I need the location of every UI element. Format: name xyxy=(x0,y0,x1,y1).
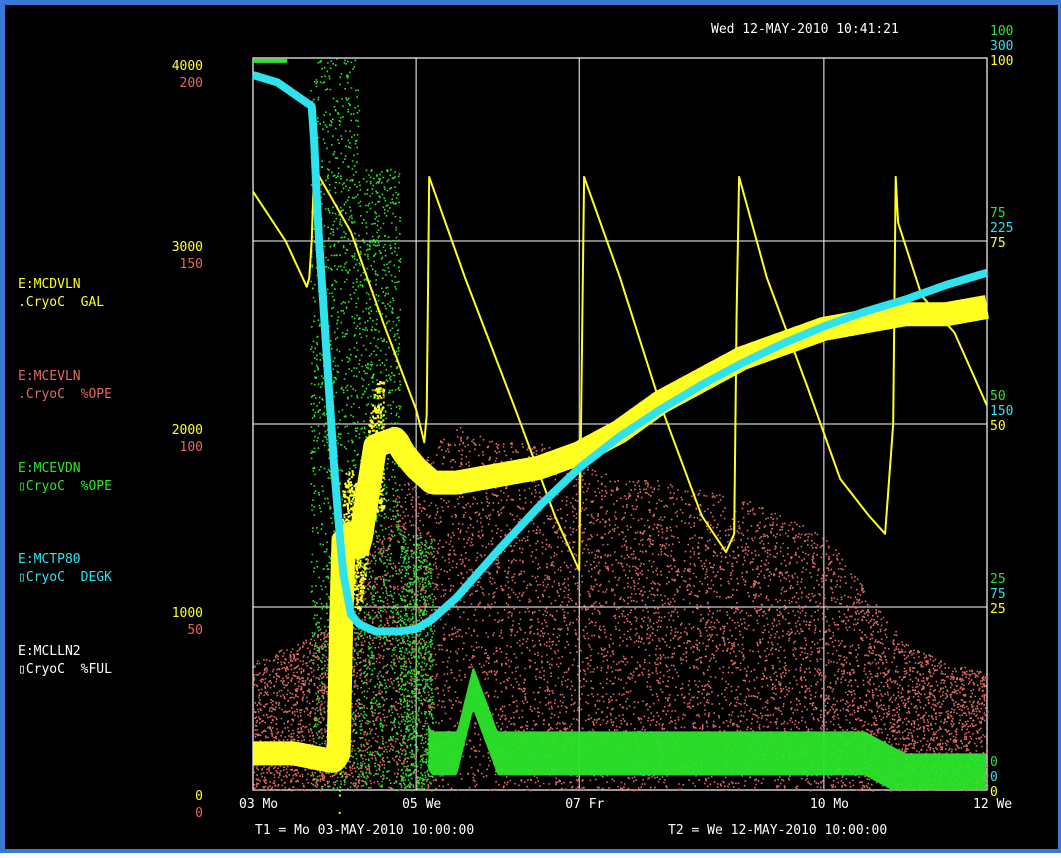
axes-labels: 4000200300015020001001000500010030010075… xyxy=(172,24,1014,821)
legend-desc-mctp80: ▯CryoC DEGK xyxy=(18,570,112,585)
right-tick-green-2: 50 xyxy=(990,389,1006,404)
t2-label: T2 = We 12-MAY-2010 10:00:00 xyxy=(668,823,887,838)
legend-name-mcevdn: E:MCEVDN xyxy=(18,461,81,476)
x-tick-3: 10 Mo xyxy=(810,797,849,812)
mcdvln-line xyxy=(252,166,988,572)
left-tick2-0: 0 xyxy=(195,806,203,821)
legend-desc-mcevln: .CryoC %OPE xyxy=(18,387,112,402)
t1-label: T1 = Mo 03-MAY-2010 10:00:00 xyxy=(255,823,474,838)
right-tick-yellow-0: 100 xyxy=(990,54,1013,69)
plot: Wed 12-MAY-2010 10:41:21 E:MCDVLN .CryoC… xyxy=(18,22,1014,838)
legend-name-mcdvln: E:MCDVLN xyxy=(18,277,81,292)
x-tick-1: 05 We xyxy=(402,797,441,812)
right-tick-cyan-4: 0 xyxy=(990,770,998,785)
right-tick-cyan-3: 75 xyxy=(990,587,1006,602)
left-tick2-50: 50 xyxy=(187,623,203,638)
x-tick-4: 12 We xyxy=(973,797,1012,812)
legend: E:MCDVLN .CryoC GAL E:MCEVLN .CryoC %OPE… xyxy=(18,277,112,677)
right-tick-green-4: 0 xyxy=(990,755,998,770)
left-tick2-200: 200 xyxy=(180,76,203,91)
mctp80-line xyxy=(251,71,989,636)
mclln2-line xyxy=(243,295,997,773)
legend-name-mcevln: E:MCEVLN xyxy=(18,369,81,384)
right-tick-yellow-1: 75 xyxy=(990,236,1006,251)
right-tick-yellow-3: 25 xyxy=(990,602,1006,617)
series-layer xyxy=(243,71,997,773)
legend-desc-mcevdn: ▯CryoC %OPE xyxy=(18,479,112,494)
right-tick-cyan-2: 150 xyxy=(990,404,1013,419)
legend-name-mctp80: E:MCTP80 xyxy=(18,552,81,567)
left-tick2-150: 150 xyxy=(180,257,203,272)
legend-desc-mclln2: ▯CryoC %FUL xyxy=(18,662,112,677)
left-tick-0: 0 xyxy=(195,789,203,804)
right-tick-cyan-1: 225 xyxy=(990,221,1013,236)
right-tick-green-3: 25 xyxy=(990,572,1006,587)
right-tick-yellow-4: 0 xyxy=(990,785,998,800)
right-tick-cyan-0: 300 xyxy=(990,39,1013,54)
right-tick-green-1: 75 xyxy=(990,206,1006,221)
mcevdn-band xyxy=(428,667,987,790)
left-tick-2000: 2000 xyxy=(172,423,203,438)
x-tick-2: 07 Fr xyxy=(565,797,604,812)
left-tick2-100: 100 xyxy=(180,440,203,455)
left-tick-4000: 4000 xyxy=(172,59,203,74)
left-tick-3000: 3000 xyxy=(172,240,203,255)
right-tick-green-0: 100 xyxy=(990,24,1013,39)
timestamp: Wed 12-MAY-2010 10:41:21 xyxy=(711,22,899,37)
x-tick-0: 03 Mo xyxy=(239,797,278,812)
legend-desc-mcdvln: .CryoC GAL xyxy=(18,295,104,310)
right-tick-yellow-2: 50 xyxy=(990,419,1006,434)
left-tick-1000: 1000 xyxy=(172,606,203,621)
legend-name-mclln2: E:MCLLN2 xyxy=(18,644,81,659)
